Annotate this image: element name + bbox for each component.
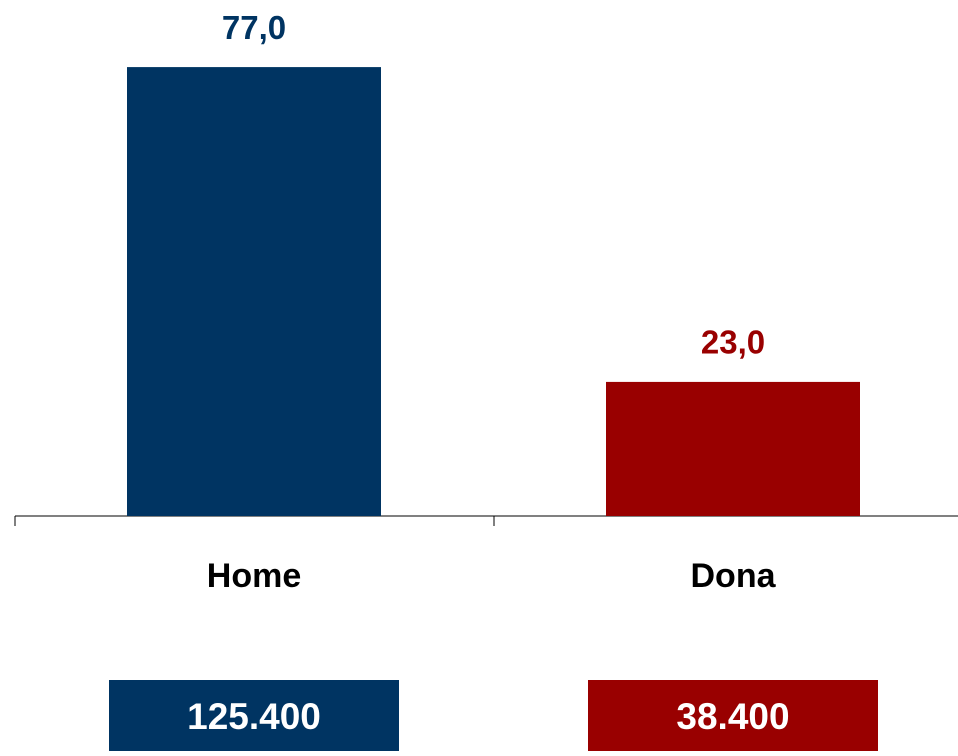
total-label: 38.400 bbox=[676, 696, 789, 737]
value-label: 23,0 bbox=[701, 324, 765, 361]
value-label: 77,0 bbox=[222, 9, 286, 46]
x-tick-label: Home bbox=[207, 557, 301, 595]
total-label: 125.400 bbox=[187, 696, 321, 737]
bar bbox=[606, 381, 860, 516]
total-box bbox=[109, 680, 399, 751]
bar bbox=[127, 67, 381, 516]
x-tick-label: Dona bbox=[691, 557, 777, 595]
total-box bbox=[588, 680, 878, 751]
